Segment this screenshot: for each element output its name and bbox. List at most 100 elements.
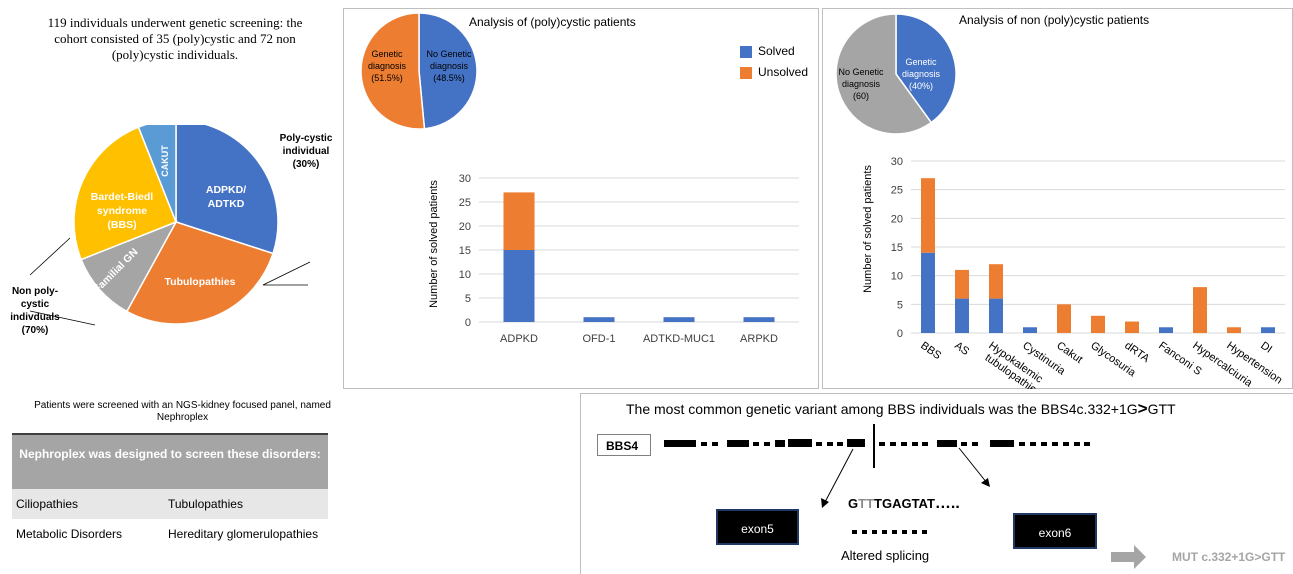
gene-segments <box>664 439 1090 447</box>
exon5-box: exon5 <box>716 509 799 545</box>
bar-solved <box>921 252 935 333</box>
cystic-bar-ylabel: Number of solved patients <box>428 180 440 308</box>
legend-solved-swatch <box>740 46 752 58</box>
x-tick-label: ARPKD <box>740 333 778 345</box>
gene-segment <box>847 439 865 447</box>
mutation-arrow-icon <box>1111 545 1146 569</box>
gene-segment <box>961 442 967 446</box>
arrow-right-head <box>981 478 990 487</box>
y-tick-label: 15 <box>459 245 471 257</box>
intro-text: 119 individuals underwent genetic screen… <box>47 15 303 62</box>
seq-dots: ….. <box>934 495 960 512</box>
bar-unsolved <box>1193 287 1207 333</box>
bar-solved <box>1023 327 1037 333</box>
gene-segment <box>1052 442 1058 446</box>
noncystic-panel: Analysis of non (poly)cystic patients Ge… <box>822 8 1293 389</box>
altered-splicing-label: Altered splicing <box>841 548 930 563</box>
y-tick-label: 25 <box>891 185 903 197</box>
cystic-pie-chart: Genetic diagnosis (51.5%) No Genetic diagno… <box>360 12 478 130</box>
gene-segment <box>753 442 759 446</box>
x-tick-label: BBS <box>918 340 943 362</box>
y-tick-label: 30 <box>891 156 903 168</box>
bar-solved <box>503 250 535 322</box>
cystic-bar-marks: 0 5 10 15 20 25 30 ADPKD OFD-1 ADTKD-MUC1 ARPKD <box>459 173 799 345</box>
gene-segment <box>922 442 928 446</box>
gene-segment <box>727 440 749 447</box>
cystic-bar-chart: Number of solved patients 0 5 10 15 20 25 30 AD… <box>428 173 799 345</box>
pie-slice <box>73 126 177 261</box>
cystic-pie-label-genetic: Genetic diagnosis (51.5%) <box>368 49 407 83</box>
gene-segment <box>764 442 770 446</box>
x-tick-label: OFD-1 <box>583 333 616 345</box>
bar-unsolved <box>989 264 1003 299</box>
dot <box>852 530 857 534</box>
y-tick-label: 0 <box>897 328 903 340</box>
noncystic-bar-chart: Number of solved patients 0 5 10 15 20 25 30 BB… <box>862 156 1285 389</box>
noncystic-panel-title: Analysis of non (poly)cystic patients <box>959 13 1150 27</box>
bar-solved <box>663 317 695 322</box>
variant-title-text: The most common genetic variant among BB… <box>626 401 1138 417</box>
noncystic-pie-label-nogenetic: No Genetic diagnosis (60) <box>838 67 884 101</box>
seq-mid: TT <box>858 496 875 511</box>
dot <box>922 530 927 534</box>
table-cell: Ciliopathies <box>16 497 79 511</box>
cohort-pie-chart: ADPKD/ADTKD Tubulopathies Familial GN Ba… <box>29 125 311 326</box>
cohort-label-adpkd: ADPKD/ADTKD <box>206 184 246 210</box>
callout-line-polycystic-2 <box>262 261 311 286</box>
exon6-box: exon6 <box>1013 513 1097 549</box>
gene-segment <box>937 440 957 447</box>
gene-segment <box>990 440 1014 447</box>
seq-pre: G <box>848 496 859 511</box>
noncystic-pie-chart: Genetic diagnosis (40%) No Genetic diagnosi… <box>835 13 957 135</box>
pie-slice <box>80 220 178 313</box>
x-tick-label: ADPKD <box>500 333 538 345</box>
callout-line-nonpolycystic-2 <box>29 310 96 326</box>
altered-dots <box>852 530 927 534</box>
noncystic-pie-label-genetic: Genetic diagnosis (40%) <box>902 57 941 91</box>
dot <box>892 530 897 534</box>
x-tick-label: Hypertension <box>1224 340 1284 387</box>
gene-segment <box>901 442 907 446</box>
table-cell: Metabolic Disorders <box>16 527 123 541</box>
screen-note: Patients were screened with an NGS-kidne… <box>34 400 331 423</box>
gene-box: BBS4 <box>597 434 651 456</box>
x-tick-label: AS <box>952 340 971 358</box>
noncystic-bar-ylabel: Number of solved patients <box>862 165 874 293</box>
table-cell: Tubulopathies <box>168 496 243 511</box>
bar-unsolved <box>1227 327 1241 333</box>
gene-segment <box>1063 442 1069 446</box>
y-tick-label: 15 <box>891 242 903 254</box>
dot <box>862 530 867 534</box>
gene-diagram <box>664 424 1146 569</box>
gene-segment <box>664 440 696 447</box>
gene-segment <box>1030 442 1036 446</box>
callout-nonpolycystic: Non poly-cystic indivduals (70%) <box>10 286 60 336</box>
y-tick-label: 20 <box>459 221 471 233</box>
table-row: Metabolic Disorders Hereditary glomerulo… <box>12 519 328 563</box>
noncystic-pie-slices <box>835 13 957 135</box>
cystic-pie-label-nogenetic: No Genetic diagnosis (48.5%) <box>426 49 472 83</box>
cystic-pie-slices <box>360 12 478 130</box>
gene-segment <box>1041 442 1047 446</box>
cohort-pie-slices <box>73 125 279 325</box>
pie-slice <box>418 12 478 130</box>
gene-segment <box>712 442 718 446</box>
cohort-label-tubulopathies: Tubulopathies <box>165 276 236 288</box>
nephroplex-table: Nephroplex was designed to screen these … <box>12 433 328 563</box>
dot <box>912 530 917 534</box>
cohort-label-cakut: CAKUT <box>160 145 170 177</box>
bar-unsolved <box>921 178 935 253</box>
gene-segment <box>827 442 833 446</box>
bar-unsolved <box>1125 321 1139 333</box>
dot <box>882 530 887 534</box>
arrow-right-line <box>958 447 988 484</box>
gene-segment <box>788 439 812 447</box>
gene-segment <box>1019 442 1025 446</box>
gene-segment <box>1074 442 1080 446</box>
mutation-label: MUT c.332+1G>GTT <box>1172 550 1286 564</box>
gene-segment <box>890 442 896 446</box>
x-tick-label: DI <box>1258 340 1274 356</box>
legend-solved-label: Solved <box>758 44 795 58</box>
pie-slice <box>175 125 279 255</box>
arrow-left-line <box>823 448 854 505</box>
